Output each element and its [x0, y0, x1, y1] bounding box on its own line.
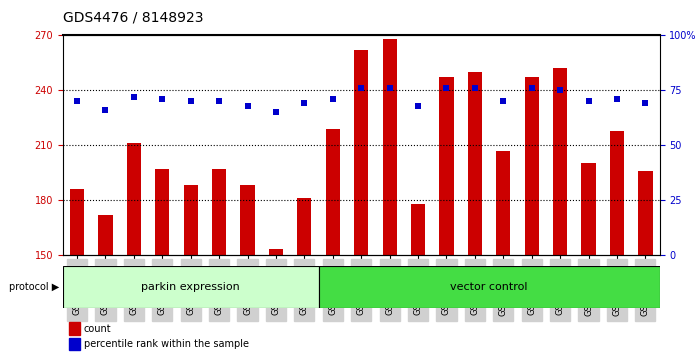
FancyBboxPatch shape	[318, 266, 660, 308]
Bar	[383, 39, 396, 255]
Bar	[638, 171, 653, 255]
Bar	[354, 50, 369, 255]
Text: count: count	[84, 324, 112, 333]
Bar	[439, 78, 454, 255]
Bar	[212, 169, 226, 255]
Bar	[411, 204, 425, 255]
Bar	[240, 185, 255, 255]
Text: parkin expression: parkin expression	[141, 282, 240, 292]
Bar	[155, 169, 170, 255]
Text: protocol ▶: protocol ▶	[10, 282, 59, 292]
Bar	[69, 322, 80, 335]
Bar	[525, 78, 539, 255]
FancyBboxPatch shape	[63, 266, 318, 308]
Bar	[610, 131, 624, 255]
Bar	[496, 151, 510, 255]
Bar	[70, 189, 84, 255]
Bar	[184, 185, 198, 255]
Bar	[69, 338, 80, 350]
Text: vector control: vector control	[450, 282, 528, 292]
Bar	[297, 198, 311, 255]
Bar	[98, 215, 112, 255]
Bar	[127, 143, 141, 255]
Text: GDS4476 / 8148923: GDS4476 / 8148923	[63, 11, 203, 25]
Bar	[581, 164, 595, 255]
Bar	[326, 129, 340, 255]
Bar	[468, 72, 482, 255]
Bar	[269, 249, 283, 255]
Bar	[553, 68, 567, 255]
Text: percentile rank within the sample: percentile rank within the sample	[84, 339, 248, 349]
